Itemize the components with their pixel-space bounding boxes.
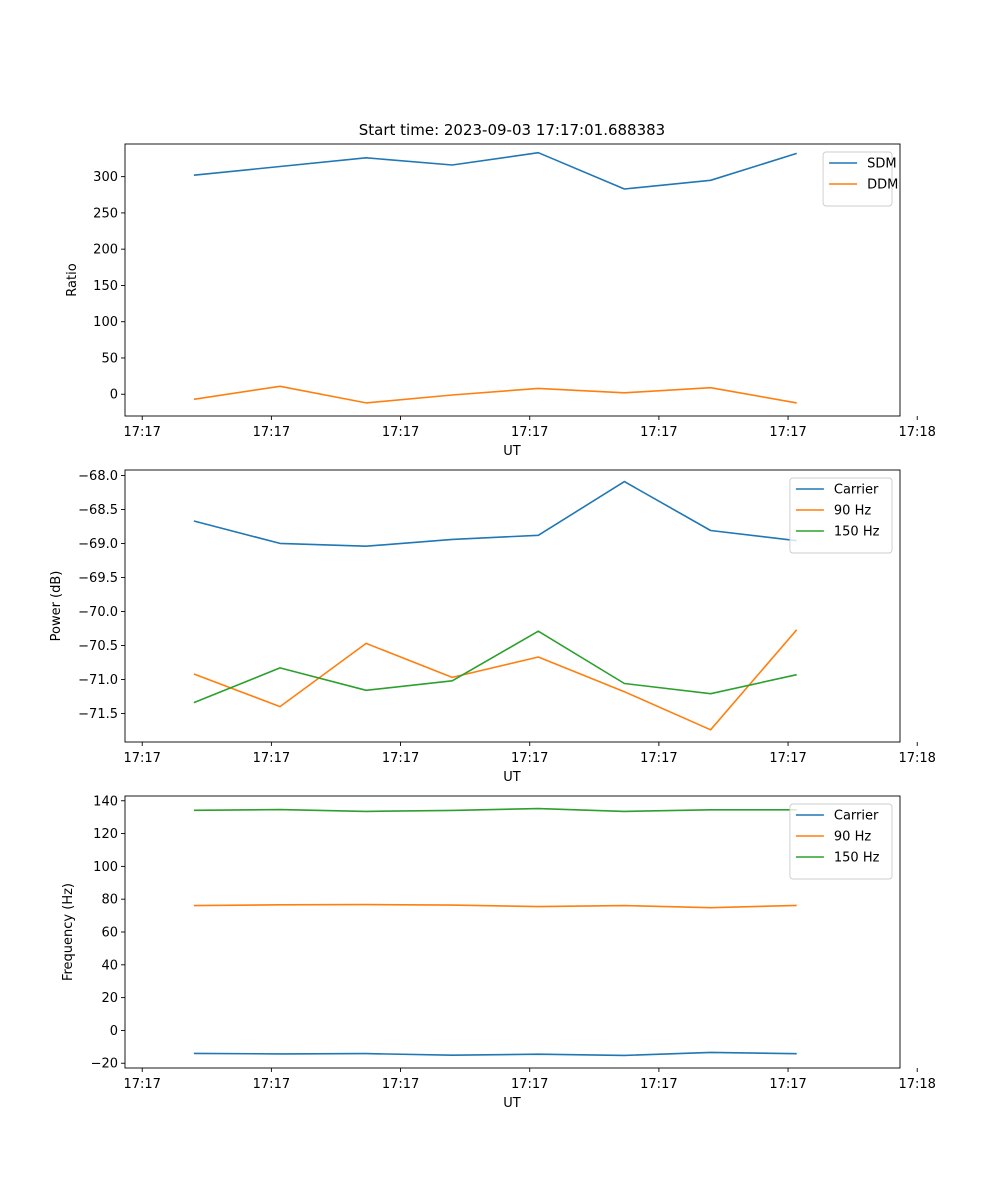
y-tick-label: 120 — [93, 827, 118, 842]
y-tick-label: 250 — [93, 206, 118, 221]
y-axis-label: Frequency (Hz) — [61, 883, 76, 981]
series-line-sdm — [193, 151, 797, 190]
panel-1: 17:17 17:17 17:17 17:17 17:17 17:17 17:18 0 50 10… — [65, 143, 936, 459]
series-line-150-hz — [193, 807, 797, 813]
series-line-90-hz — [193, 629, 798, 731]
legend-entry: 150 Hz — [834, 851, 880, 866]
y-tick-label: 80 — [101, 893, 118, 908]
y-tick-label: 20 — [101, 991, 118, 1006]
legend-entry: Carrier — [834, 483, 879, 498]
y-tick-label: 300 — [93, 170, 118, 185]
x-tick-label: 17:17 — [769, 1077, 806, 1092]
x-axis-label: UT — [503, 1096, 521, 1111]
legend: Carrier 90 Hz 150 Hz — [789, 803, 893, 880]
x-tick-label: 17:18 — [898, 425, 935, 440]
x-axis-label: UT — [503, 770, 521, 785]
series-line-150-hz — [193, 630, 797, 704]
y-tick-label: 50 — [101, 351, 118, 366]
legend-box — [822, 151, 893, 207]
y-tick-label: −69.5 — [78, 571, 118, 586]
x-tick-label: 17:17 — [769, 751, 806, 766]
y-axis-label: Power (dB) — [49, 571, 64, 642]
figure-title: Start time: 2023-09-03 17:17:01.688383 — [359, 121, 665, 139]
x-tick-label: 17:17 — [640, 425, 677, 440]
y-tick-label: −70.5 — [78, 639, 118, 654]
series-line-ddm — [193, 385, 797, 404]
legend-entry: DDM — [867, 178, 898, 193]
y-tick-label: −70.0 — [78, 605, 118, 620]
legend-box — [789, 477, 893, 554]
series-line-carrier — [193, 1051, 797, 1057]
x-tick-label: 17:17 — [511, 1077, 548, 1092]
legend-entry: 90 Hz — [834, 504, 871, 519]
y-tick-label: 60 — [101, 926, 118, 941]
x-tick-label: 17:17 — [640, 1077, 677, 1092]
y-tick-label: 140 — [93, 794, 118, 809]
x-tick-label: 17:17 — [382, 751, 419, 766]
x-tick-label: 17:17 — [123, 751, 160, 766]
y-axis-label: Ratio — [65, 263, 80, 296]
legend-box — [789, 803, 893, 880]
legend-entry: SDM — [867, 157, 896, 172]
y-tick-label: 100 — [93, 860, 118, 875]
legend-entry: 90 Hz — [834, 830, 871, 845]
y-tick-label: 100 — [93, 315, 118, 330]
y-tick-label: −69.0 — [78, 537, 118, 552]
x-tick-label: 17:17 — [253, 1077, 290, 1092]
x-tick-label: 17:17 — [511, 751, 548, 766]
y-tick-label: 0 — [110, 1024, 118, 1039]
y-tick-label: −71.5 — [78, 707, 118, 722]
legend-entry: 150 Hz — [834, 525, 880, 540]
y-tick-label: 150 — [93, 279, 118, 294]
x-tick-label: 17:17 — [253, 425, 290, 440]
y-tick-label: −68.5 — [78, 503, 118, 518]
axes-frame — [124, 469, 901, 743]
y-tick-label: 40 — [101, 958, 118, 973]
x-tick-label: 17:18 — [898, 751, 935, 766]
y-tick-label: 200 — [93, 243, 118, 258]
x-axis-label: UT — [503, 444, 521, 459]
y-tick-label: −20 — [91, 1057, 118, 1072]
series-line-carrier — [193, 480, 797, 548]
series-line-90-hz — [193, 903, 797, 909]
panel-3: 17:17 17:17 17:17 17:17 17:17 17:17 17:18 −20 0 2… — [61, 794, 936, 1111]
y-tick-label: 0 — [110, 388, 118, 403]
y-tick-label: −68.0 — [78, 469, 118, 484]
x-tick-label: 17:17 — [382, 425, 419, 440]
legend: SDM DDM — [822, 151, 898, 207]
legend: Carrier 90 Hz 150 Hz — [789, 477, 893, 554]
y-tick-label: −71.0 — [78, 673, 118, 688]
x-tick-label: 17:17 — [123, 425, 160, 440]
x-tick-label: 17:17 — [769, 425, 806, 440]
x-tick-label: 17:17 — [640, 751, 677, 766]
x-tick-label: 17:17 — [511, 425, 548, 440]
panel-2: 17:17 17:17 17:17 17:17 17:17 17:17 17:18 −71.5… — [49, 469, 936, 785]
x-tick-label: 17:18 — [898, 1077, 935, 1092]
axes-frame — [124, 795, 901, 1069]
x-tick-label: 17:17 — [382, 1077, 419, 1092]
x-tick-label: 17:17 — [123, 1077, 160, 1092]
x-tick-label: 17:17 — [253, 751, 290, 766]
axes-frame — [124, 143, 901, 417]
legend-entry: Carrier — [834, 809, 879, 824]
